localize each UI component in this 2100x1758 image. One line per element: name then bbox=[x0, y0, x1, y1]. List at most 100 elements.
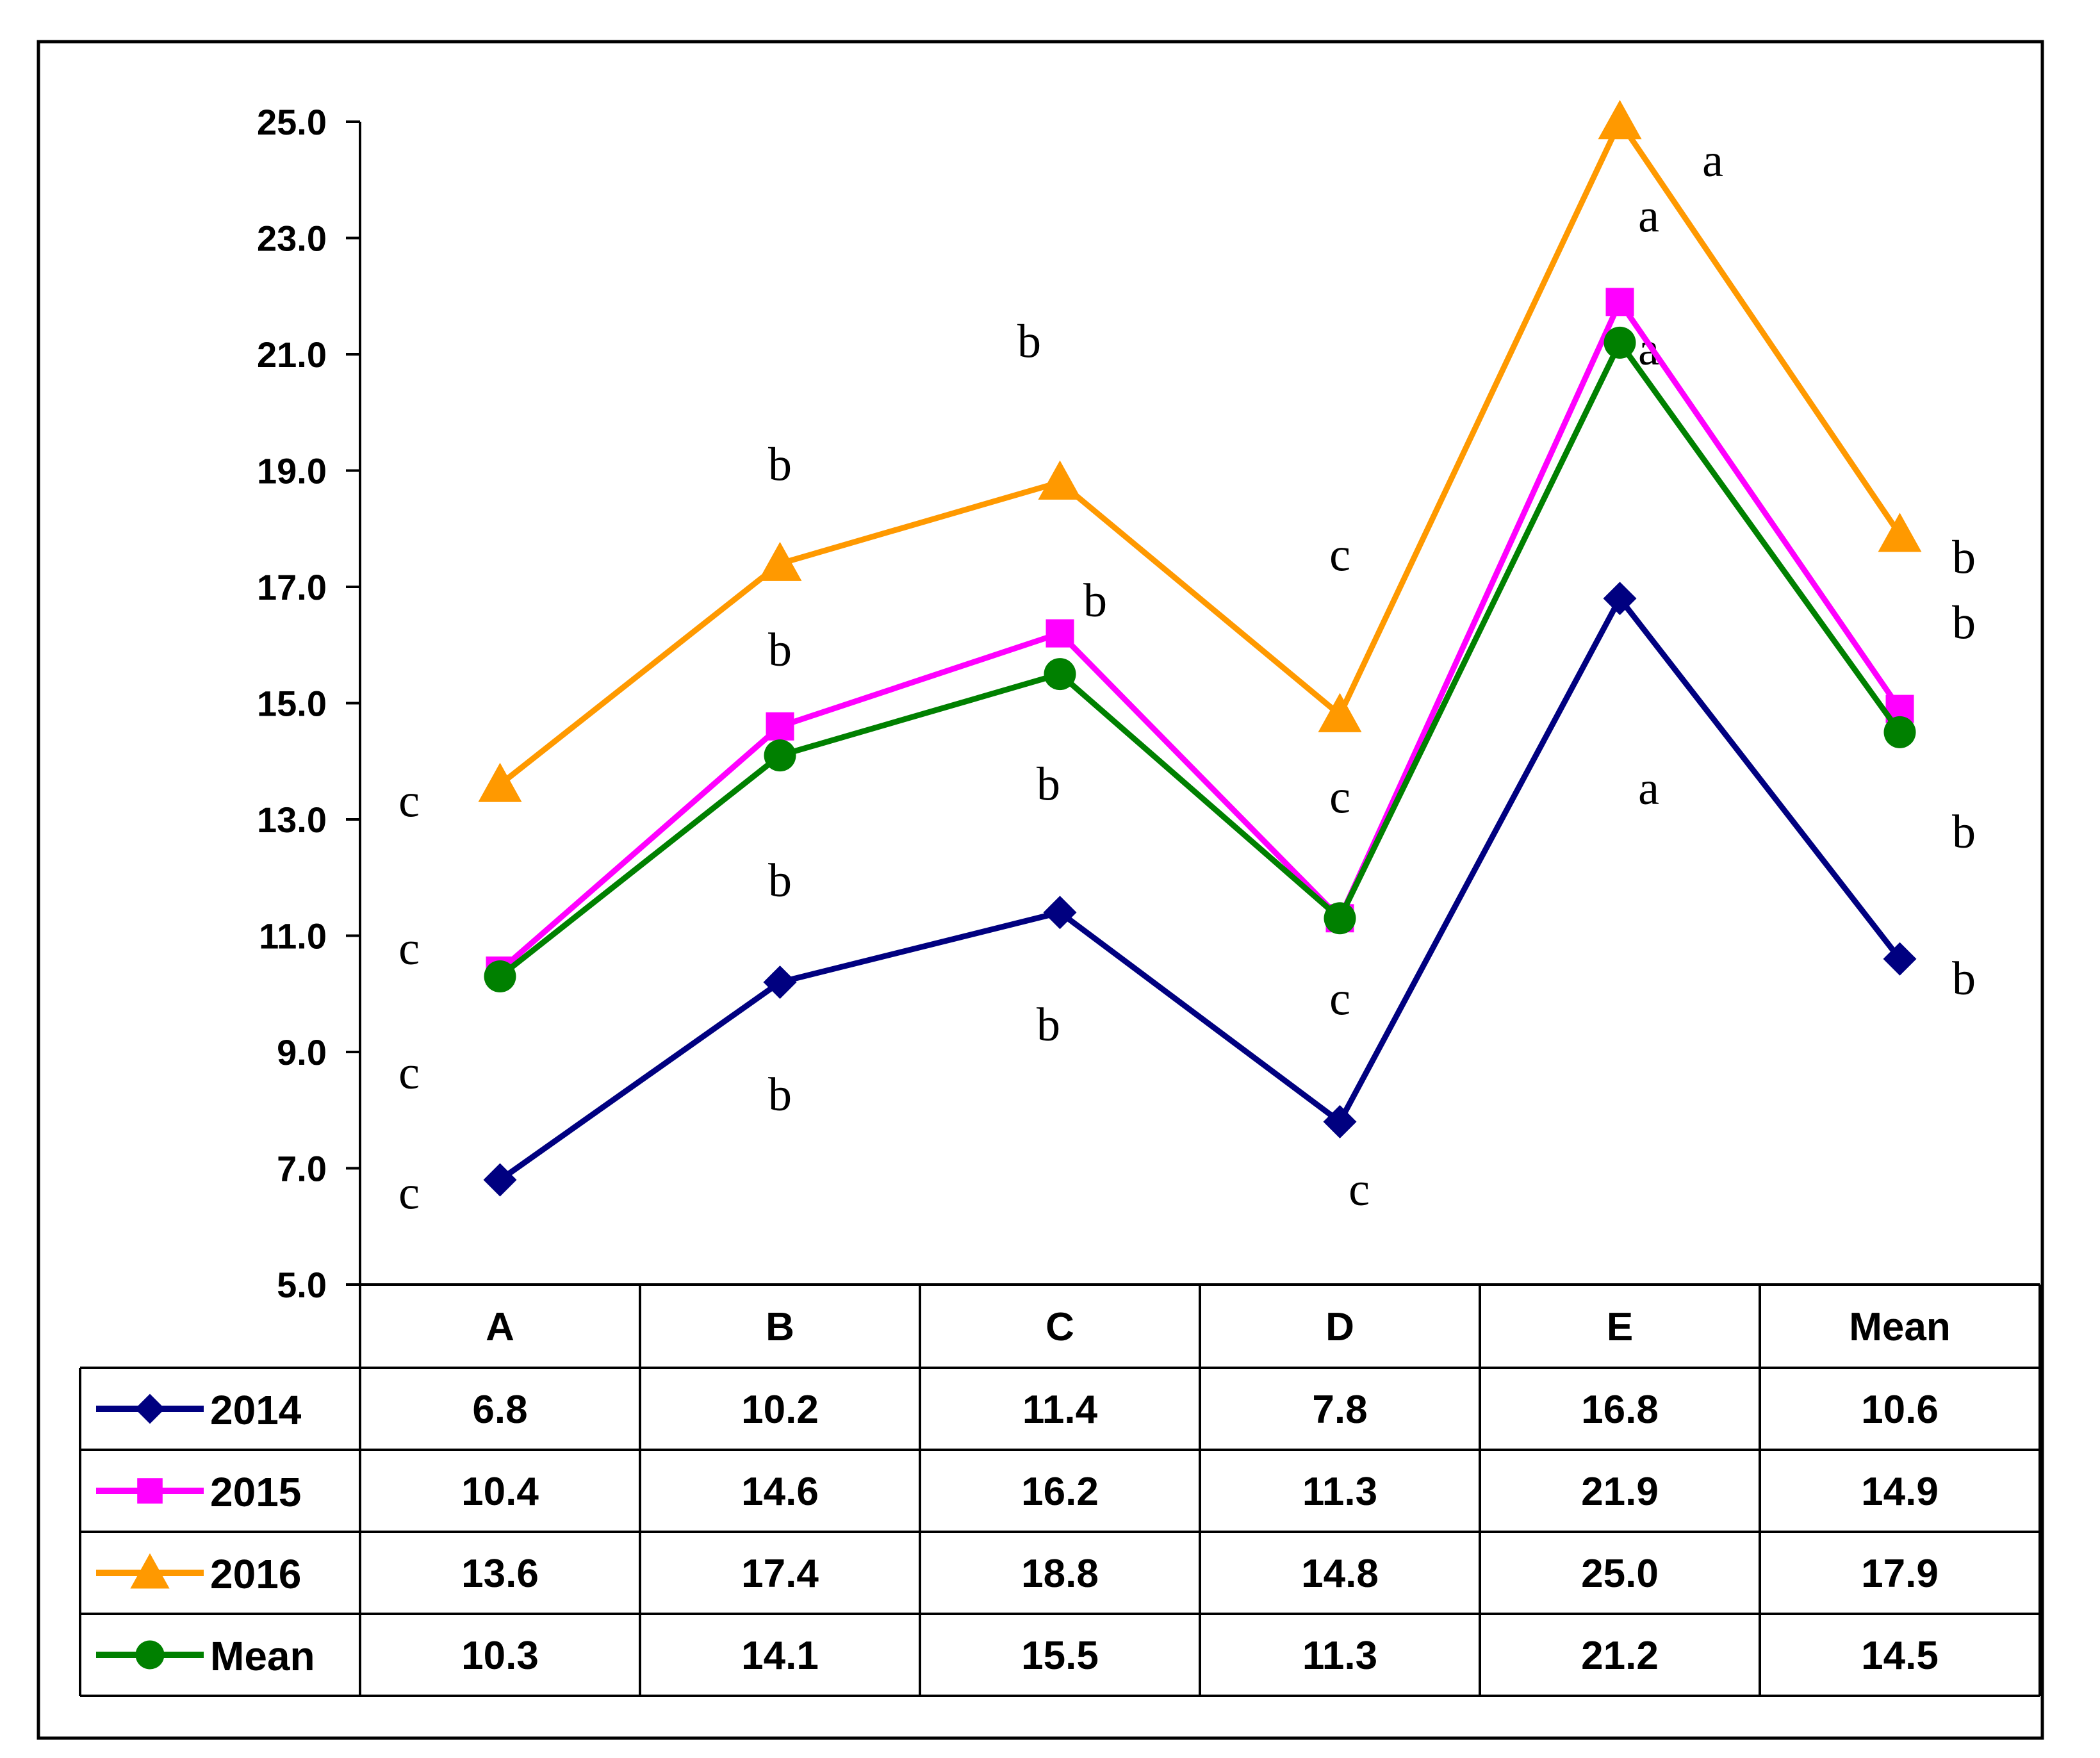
category-label: A bbox=[486, 1305, 514, 1349]
data-table: A B C D E Mean 2014 6.8 10.2 11.4 7.8 16.8 10.6 2015 1… bbox=[79, 1283, 2041, 1697]
significance-letter: c bbox=[398, 775, 420, 828]
data-point-2016 bbox=[1878, 513, 1922, 552]
table-value-cell: 25.0 bbox=[1581, 1552, 1659, 1596]
series-lines bbox=[478, 100, 1922, 1197]
significance-letter: c bbox=[398, 923, 420, 975]
legend-label-2016: 2016 bbox=[210, 1551, 301, 1597]
data-point-2014 bbox=[1043, 896, 1077, 930]
data-point-2014 bbox=[1883, 942, 1917, 976]
significance-letter: a bbox=[1702, 135, 1723, 187]
y-tick-label: 9.0 bbox=[277, 1032, 327, 1072]
significance-letter: b bbox=[1083, 575, 1107, 627]
table-value-cell: 18.8 bbox=[1021, 1552, 1099, 1596]
significance-letter: c bbox=[1349, 1163, 1370, 1216]
legend-label-2015: 2015 bbox=[210, 1469, 301, 1515]
significance-letter: b bbox=[768, 624, 792, 677]
y-tick-label: 17.0 bbox=[257, 567, 327, 607]
legend-marker-2014 bbox=[135, 1393, 165, 1424]
series-line-2015 bbox=[498, 296, 1903, 973]
table-value-cell: 11.4 bbox=[1022, 1388, 1098, 1432]
legend-marker-2015 bbox=[137, 1478, 163, 1504]
significance-letter: a bbox=[1638, 190, 1659, 242]
category-label: E bbox=[1607, 1305, 1633, 1349]
legend-marker-2016 bbox=[130, 1553, 170, 1589]
data-point-mean bbox=[764, 739, 796, 772]
table-value-cell: 10.4 bbox=[461, 1470, 539, 1514]
data-point-2016 bbox=[758, 541, 802, 581]
data-point-mean bbox=[484, 960, 516, 993]
y-tick-label: 25.0 bbox=[257, 102, 327, 142]
data-point-mean bbox=[1044, 658, 1076, 691]
data-point-2014 bbox=[1603, 582, 1637, 616]
data-point-mean bbox=[1883, 716, 1916, 748]
y-tick-label: 13.0 bbox=[257, 800, 327, 840]
significance-letter: c bbox=[1329, 771, 1350, 823]
data-point-2014 bbox=[1323, 1105, 1357, 1138]
significance-letter: b bbox=[1037, 999, 1060, 1051]
category-label: D bbox=[1325, 1305, 1354, 1349]
table-value-cell: 21.2 bbox=[1581, 1634, 1659, 1678]
data-point-2016 bbox=[478, 762, 522, 802]
table-value-cell: 17.9 bbox=[1861, 1552, 1939, 1596]
significance-letter: b bbox=[1017, 316, 1041, 368]
significance-letter: b bbox=[768, 439, 792, 491]
table-value-cell: 10.6 bbox=[1861, 1388, 1939, 1432]
table-value-cell: 15.5 bbox=[1021, 1634, 1099, 1678]
table-value-cell: 14.9 bbox=[1861, 1470, 1939, 1514]
y-tick-label: 21.0 bbox=[257, 334, 327, 375]
significance-letter: a bbox=[1638, 762, 1659, 815]
table-value-cell: 14.5 bbox=[1861, 1634, 1939, 1678]
significance-letter: c bbox=[398, 1047, 420, 1099]
table-value-cell: 6.8 bbox=[472, 1388, 527, 1432]
data-point-2016 bbox=[1598, 100, 1642, 140]
data-point-2016 bbox=[1318, 693, 1362, 732]
table-value-cell: 14.1 bbox=[741, 1634, 819, 1678]
significance-letter: c bbox=[1329, 529, 1350, 582]
data-point-2014 bbox=[483, 1163, 517, 1197]
chart-frame bbox=[37, 40, 2044, 1740]
table-value-cell: 13.6 bbox=[461, 1552, 539, 1596]
significance-letter: b bbox=[1952, 597, 1976, 650]
y-tick-label: 19.0 bbox=[257, 451, 327, 491]
data-point-2015 bbox=[1605, 288, 1634, 316]
legend-label-mean: Mean bbox=[210, 1633, 315, 1679]
data-point-2014 bbox=[763, 965, 797, 999]
data-point-mean bbox=[1324, 902, 1356, 935]
y-tick-label: 15.0 bbox=[257, 684, 327, 724]
series-line-2014 bbox=[498, 593, 1903, 1183]
data-point-2016 bbox=[1038, 460, 1082, 500]
significance-letter: b bbox=[768, 1069, 792, 1121]
significance-letter: b bbox=[1952, 953, 1976, 1005]
table-value-cell: 14.6 bbox=[741, 1470, 819, 1514]
series-line-2016 bbox=[498, 115, 1903, 787]
y-tick-label: 5.0 bbox=[277, 1265, 327, 1305]
category-label: C bbox=[1046, 1305, 1074, 1349]
table-value-cell: 17.4 bbox=[741, 1552, 819, 1596]
table-value-cell: 14.8 bbox=[1301, 1552, 1379, 1596]
table-value-cell: 7.8 bbox=[1312, 1388, 1367, 1432]
series-line-mean bbox=[498, 337, 1903, 979]
data-point-mean bbox=[1604, 326, 1636, 359]
table-value-cell: 21.9 bbox=[1581, 1470, 1659, 1514]
y-tick-label: 7.0 bbox=[277, 1149, 327, 1189]
table-value-cell: 11.3 bbox=[1302, 1470, 1377, 1514]
category-label: B bbox=[766, 1305, 794, 1349]
significance-letter: b bbox=[1037, 759, 1060, 811]
y-tick-label: 23.0 bbox=[257, 218, 327, 259]
category-label: Mean bbox=[1849, 1305, 1950, 1349]
y-axis: 5.0 7.0 9.0 11.0 13.0 15.0 17.0 19.0 21.0 23.0 25.… bbox=[257, 102, 361, 1305]
legend-marker-mean bbox=[135, 1640, 165, 1670]
significance-letter: b bbox=[768, 855, 792, 907]
significance-letter: b bbox=[1952, 531, 1976, 584]
table-value-cell: 11.3 bbox=[1302, 1634, 1377, 1678]
significance-letter: b bbox=[1952, 806, 1976, 858]
data-point-2015 bbox=[766, 712, 794, 741]
table-value-cell: 16.8 bbox=[1581, 1388, 1659, 1432]
table-value-cell: 16.2 bbox=[1021, 1470, 1099, 1514]
table-value-cell: 10.3 bbox=[461, 1634, 539, 1678]
data-point-2015 bbox=[1046, 619, 1074, 648]
significance-letter: c bbox=[398, 1167, 420, 1220]
table-value-cell: 10.2 bbox=[741, 1388, 819, 1432]
